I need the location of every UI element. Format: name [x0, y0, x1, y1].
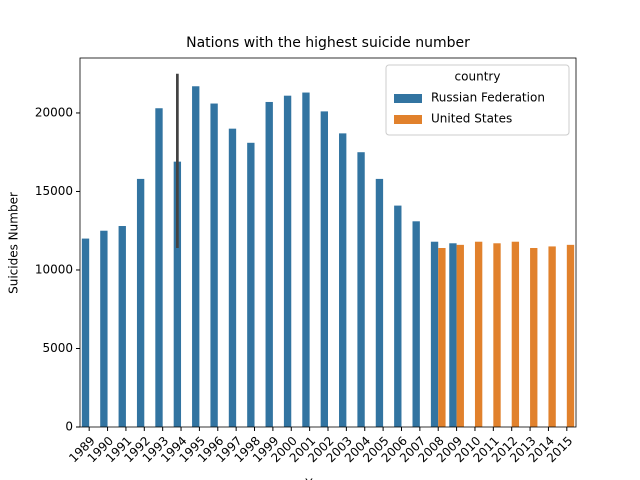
bar [474, 241, 483, 427]
bar [412, 221, 420, 427]
legend-label: United States [431, 112, 512, 126]
y-tick-label: 15000 [35, 184, 73, 198]
bar [118, 226, 126, 427]
bar [493, 243, 501, 427]
bar [449, 243, 457, 427]
bar [320, 111, 328, 427]
chart-title: Nations with the highest suicide number [186, 35, 470, 51]
bar [548, 246, 556, 427]
bar [456, 244, 464, 427]
bar [265, 101, 273, 428]
legend-swatch [394, 115, 422, 124]
legend-title: country [455, 70, 501, 84]
bar [283, 95, 292, 427]
y-tick-label: 0 [65, 420, 73, 434]
plot-frame [79, 57, 577, 428]
bar [357, 152, 365, 427]
legend-label: Russian Federation [431, 91, 545, 105]
y-tick-label: 5000 [42, 341, 73, 355]
bar [302, 92, 310, 427]
y-tick-label: 10000 [35, 262, 73, 276]
bar [100, 230, 108, 427]
bar [375, 178, 384, 427]
y-axis-label: Suicides Number [7, 192, 21, 294]
bar [566, 244, 575, 427]
bar [173, 161, 182, 428]
legend-box [385, 64, 570, 136]
legend-swatch [394, 94, 422, 103]
bar [394, 205, 402, 427]
bar [192, 86, 200, 428]
bar [228, 128, 237, 427]
bar [530, 247, 538, 427]
bar [81, 238, 90, 427]
x-axis-label: Year [304, 477, 330, 480]
bar [438, 247, 446, 427]
bar [155, 108, 163, 427]
bar [430, 241, 439, 427]
y-tick-label: 20000 [35, 105, 73, 119]
bar [511, 241, 520, 427]
bar [247, 142, 255, 427]
bar [339, 133, 347, 427]
bar [210, 103, 218, 428]
bar [136, 178, 145, 427]
